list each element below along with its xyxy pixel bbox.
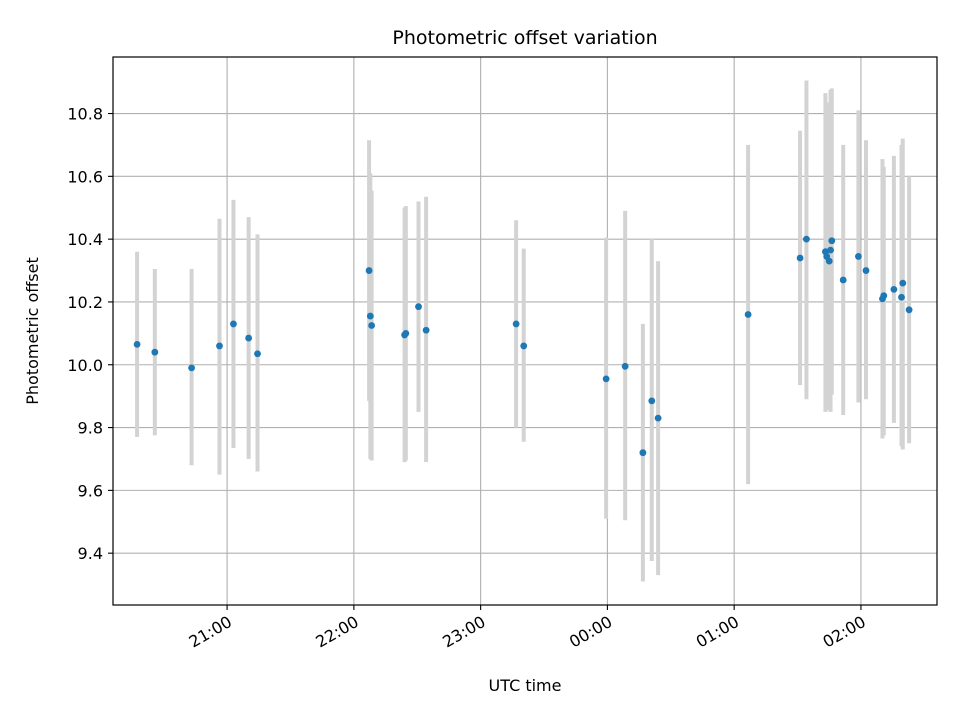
y-tick-label: 10.4 — [67, 230, 103, 249]
data-point — [415, 303, 422, 311]
data-point — [648, 397, 656, 405]
y-axis-title: Photometric offset — [23, 257, 42, 405]
data-points — [133, 235, 913, 457]
data-point — [905, 306, 913, 314]
data-point — [862, 267, 870, 274]
x-tick-label: 21:00 — [186, 612, 235, 652]
x-tick-label: 23:00 — [439, 612, 488, 652]
error-bars — [135, 80, 912, 582]
data-point — [744, 311, 752, 318]
y-tick-label: 10.8 — [67, 105, 103, 124]
data-point — [825, 257, 833, 265]
y-tick-label: 9.8 — [78, 419, 103, 438]
y-tick-label: 10.0 — [67, 356, 103, 375]
y-tick-label: 10.2 — [67, 293, 103, 312]
data-point — [827, 246, 834, 254]
data-point — [512, 320, 520, 328]
data-point — [422, 326, 430, 334]
data-point — [366, 312, 374, 320]
data-point — [899, 279, 907, 287]
x-tick-label: 00:00 — [566, 612, 615, 652]
data-point — [621, 362, 629, 370]
data-point — [254, 350, 261, 358]
x-axis-title: UTC time — [489, 676, 562, 695]
data-point — [828, 237, 836, 245]
data-point — [245, 334, 253, 342]
data-point — [230, 320, 237, 328]
data-point — [796, 254, 804, 262]
data-point — [402, 329, 410, 337]
y-axis-ticks: 9.4 9.6 9.8 10.0 10.2 10.4 10.6 10.8 — [67, 105, 113, 563]
chart-title: Photometric offset variation — [392, 27, 657, 49]
x-tick-label: 01:00 — [693, 612, 742, 652]
data-point — [188, 364, 195, 372]
data-point — [880, 292, 888, 300]
data-point — [151, 348, 159, 356]
data-point — [368, 322, 376, 329]
data-point — [602, 375, 610, 383]
data-point — [839, 276, 847, 284]
y-tick-label: 10.6 — [67, 167, 103, 186]
data-point — [365, 267, 373, 274]
x-axis-ticks: 21:00 22:00 23:00 00:00 01:00 02:00 — [186, 605, 869, 652]
data-point — [520, 342, 528, 350]
data-point — [803, 235, 810, 243]
data-point — [654, 414, 662, 422]
y-tick-label: 9.4 — [78, 544, 103, 563]
data-point — [639, 449, 647, 457]
data-point — [898, 293, 905, 301]
data-point — [133, 340, 141, 348]
data-point — [855, 253, 862, 260]
data-point — [216, 342, 223, 350]
data-point — [890, 285, 898, 293]
plot-frame — [112, 56, 938, 606]
x-tick-label: 22:00 — [312, 612, 361, 652]
y-tick-label: 9.6 — [78, 481, 103, 500]
x-tick-label: 02:00 — [820, 612, 869, 652]
